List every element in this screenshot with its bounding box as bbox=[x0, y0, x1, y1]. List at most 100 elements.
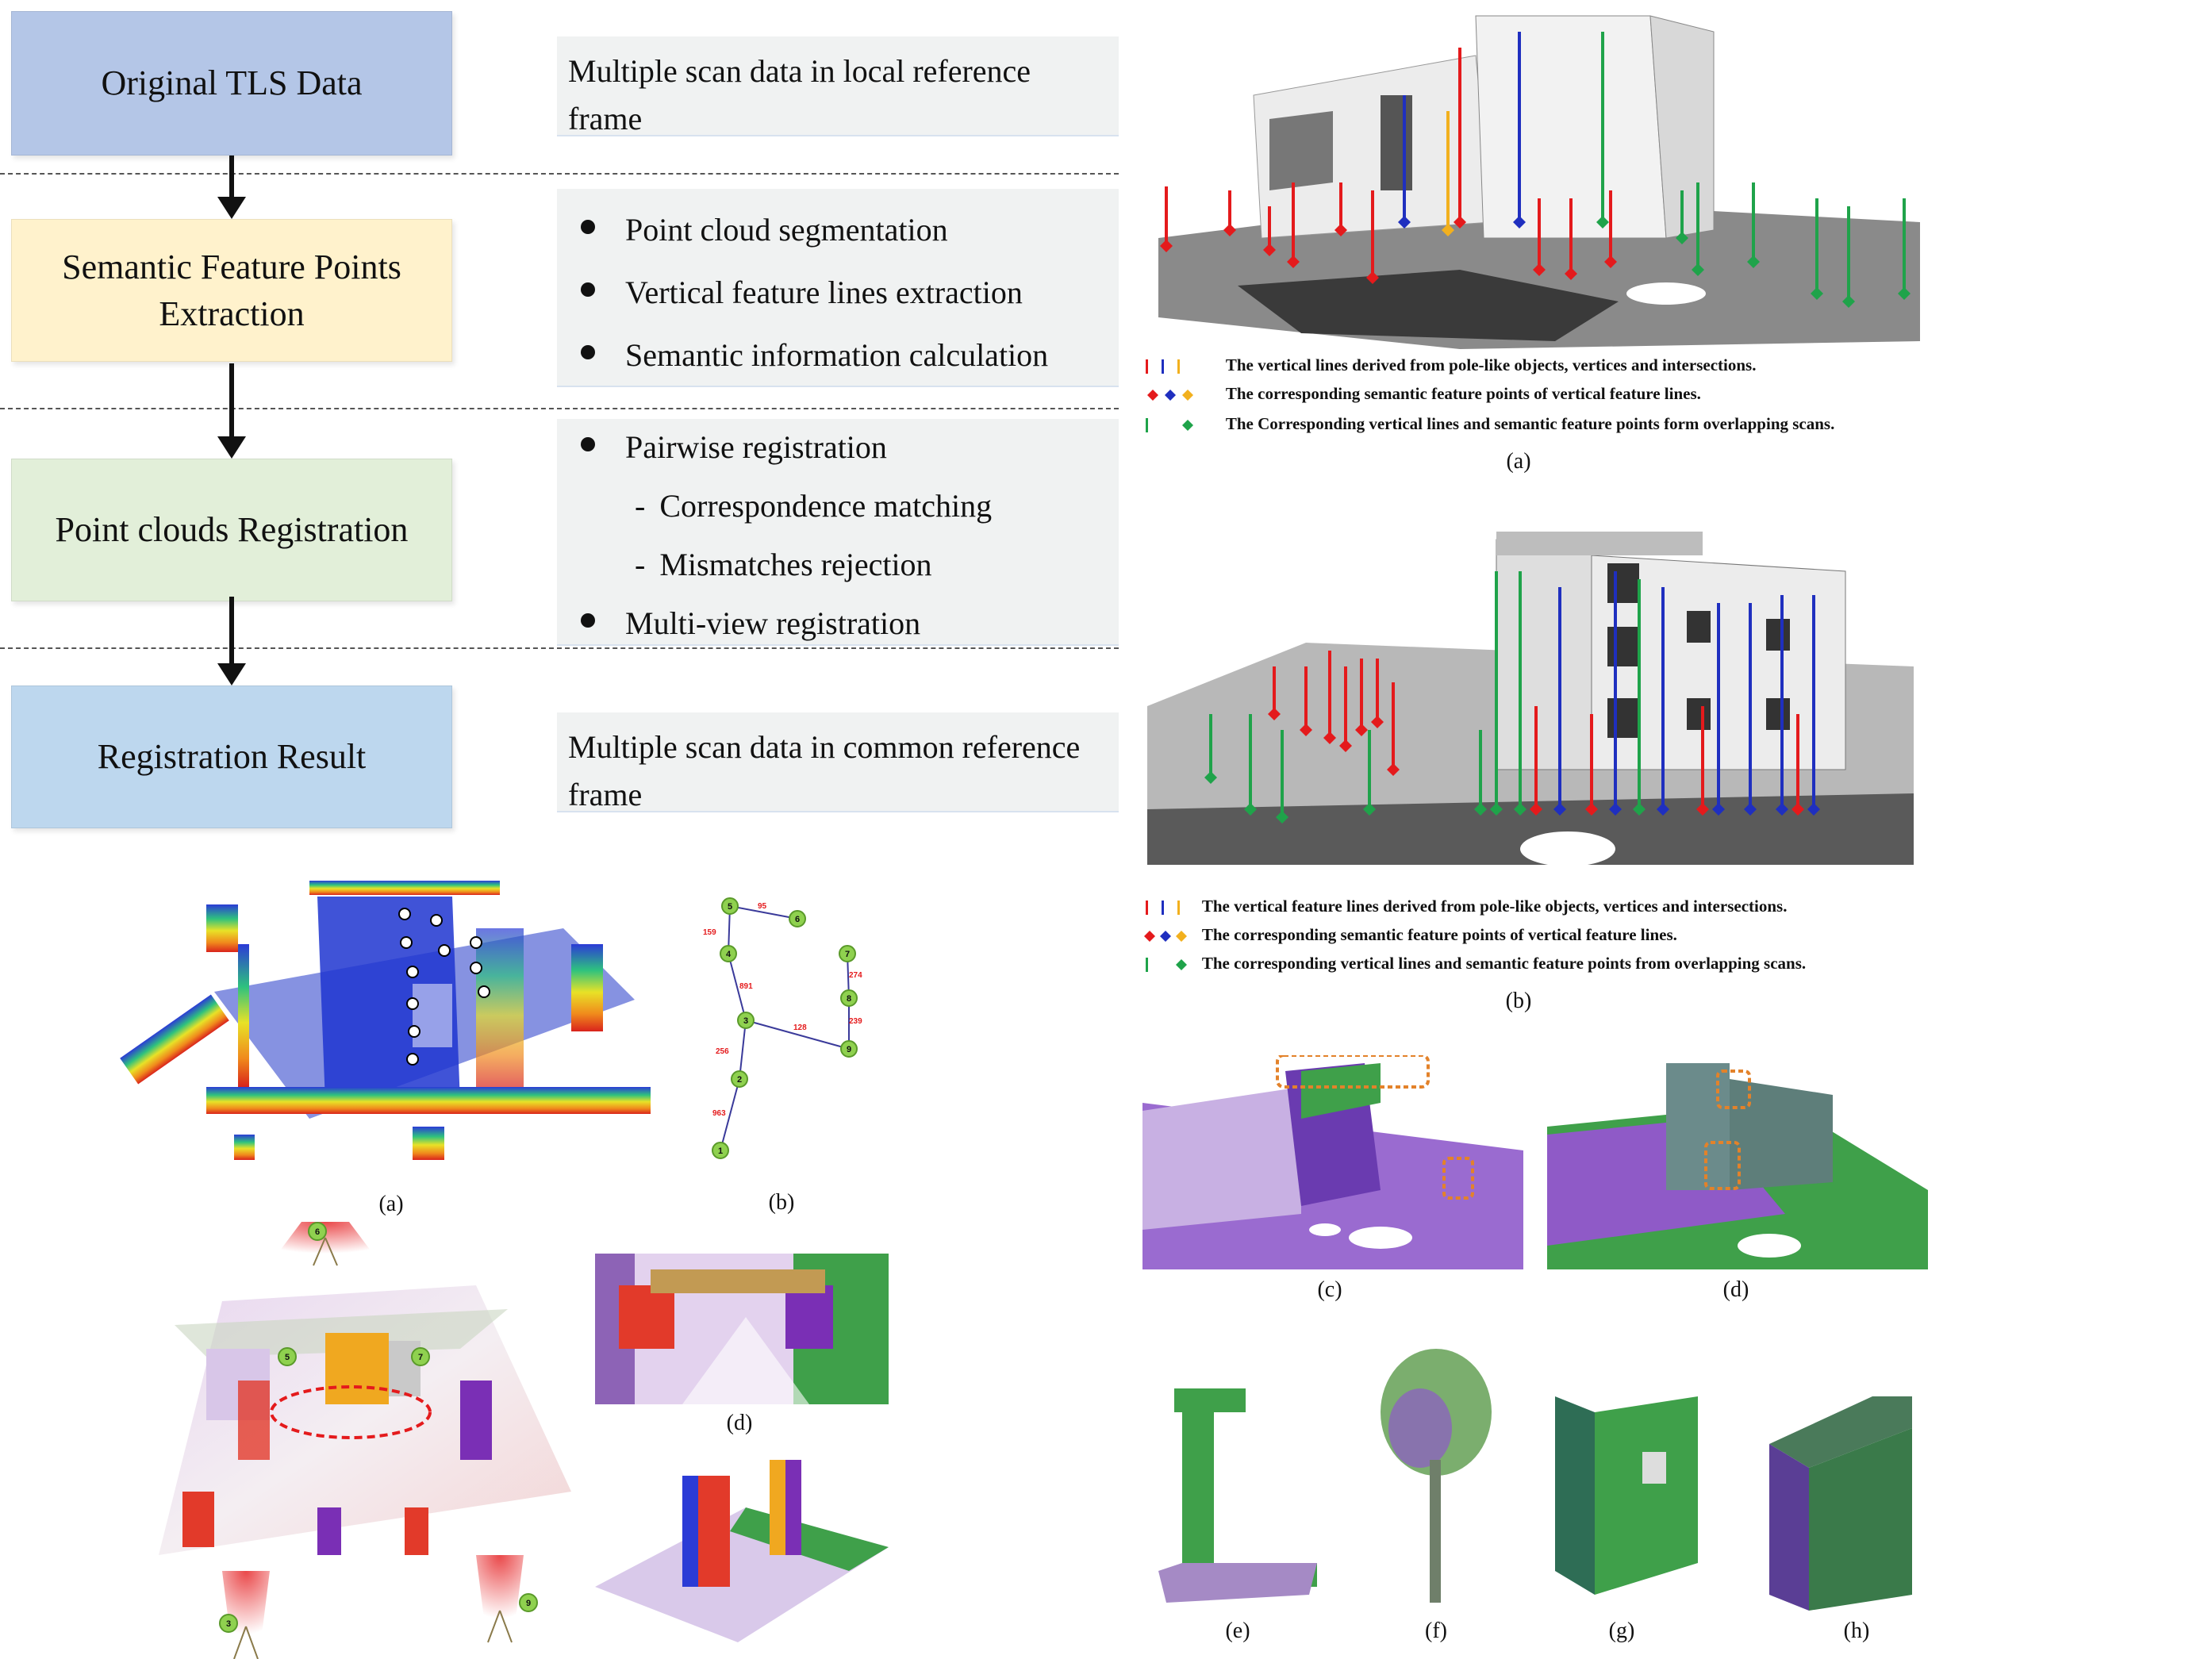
bullet-text: Semantic information calculation bbox=[625, 337, 1049, 373]
object-image-f bbox=[1357, 1333, 1515, 1611]
legend-text: The vertical feature lines derived from … bbox=[1201, 897, 1788, 916]
node-label: 2 bbox=[737, 1075, 742, 1085]
semantic-feature-point bbox=[1811, 287, 1823, 300]
semantic-feature-point bbox=[1366, 271, 1379, 284]
caption-d: (d) bbox=[726, 1411, 753, 1435]
flow-arrow bbox=[217, 363, 246, 459]
semantic-feature-point bbox=[1323, 732, 1336, 744]
semantic-feature-point bbox=[1898, 287, 1911, 300]
colored-courtyard-image bbox=[587, 1238, 897, 1412]
graph-node bbox=[789, 910, 806, 927]
scanner-label: 3 bbox=[226, 1619, 231, 1629]
bullet-text: Vertical feature lines extraction bbox=[625, 275, 1023, 310]
scanner-label: 5 bbox=[285, 1353, 290, 1362]
stage-divider bbox=[0, 647, 1119, 649]
semantic-feature-point bbox=[1513, 216, 1526, 228]
semantic-feature-point bbox=[1454, 216, 1466, 228]
scan-graph-diagram: 95 159 891 274 239 128 256 963 1 2 3 4 5 bbox=[698, 889, 873, 1174]
node-label: 8 bbox=[847, 994, 851, 1004]
semantic-feature-point bbox=[1490, 803, 1503, 816]
semantic-feature-point bbox=[1676, 232, 1688, 244]
semantic-feature-point bbox=[1514, 803, 1527, 816]
semantic-feature-point bbox=[1530, 803, 1542, 816]
stage-label: Registration Result bbox=[97, 737, 367, 777]
description-registration: Pairwise registration - Correspondence ma… bbox=[557, 419, 1119, 646]
semantic-feature-point bbox=[1791, 803, 1804, 816]
edge-label: 239 bbox=[849, 1017, 862, 1026]
legend-text: The corresponding semantic feature point… bbox=[1201, 925, 1677, 944]
stage-label: Original TLS Data bbox=[101, 63, 363, 103]
sub-bullet-item: - Mismatches rejection bbox=[568, 541, 1108, 600]
caption-a: (a) bbox=[1506, 449, 1531, 474]
node-label: 3 bbox=[743, 1016, 748, 1026]
semantic-feature-point bbox=[1585, 803, 1598, 816]
building-feature-lines-image-a bbox=[1142, 0, 1928, 349]
object-image-g bbox=[1547, 1388, 1706, 1603]
caption-h: (h) bbox=[1843, 1619, 1870, 1643]
node-label: 6 bbox=[795, 915, 800, 924]
graph-node bbox=[721, 897, 739, 915]
stage-original-tls-data: Original TLS Data bbox=[11, 11, 452, 156]
semantic-feature-point bbox=[1604, 255, 1617, 268]
graph-node bbox=[731, 1070, 748, 1088]
caption-d: (d) bbox=[1722, 1277, 1749, 1302]
edge-label: 963 bbox=[712, 1109, 726, 1118]
caption-a: (a) bbox=[378, 1192, 404, 1216]
edge-label: 159 bbox=[703, 928, 716, 937]
stage-label: Semantic Feature Points Extraction bbox=[62, 247, 401, 333]
semantic-feature-point bbox=[1204, 771, 1217, 784]
graph-node bbox=[720, 945, 737, 962]
edge-label: 256 bbox=[716, 1047, 729, 1056]
semantic-feature-point bbox=[1807, 803, 1820, 816]
semantic-feature-point bbox=[1565, 267, 1577, 280]
semantic-feature-point bbox=[1371, 716, 1384, 728]
semantic-feature-point bbox=[1223, 224, 1236, 236]
scanner-label: 7 bbox=[418, 1353, 423, 1362]
semantic-feature-point bbox=[1609, 803, 1622, 816]
description-original-data: Multiple scan data in local reference fr… bbox=[557, 36, 1119, 136]
sub-bullet-text: Mismatches rejection bbox=[659, 547, 932, 582]
sub-bullet-text: Correspondence matching bbox=[659, 488, 993, 524]
semantic-feature-point bbox=[1300, 724, 1312, 736]
object-image-h bbox=[1753, 1381, 1912, 1611]
flow-arrow bbox=[217, 156, 246, 219]
caption-b: (b) bbox=[768, 1190, 795, 1215]
stage-semantic-feature-extraction: Semantic Feature Points Extraction bbox=[11, 219, 452, 362]
node-label: 5 bbox=[728, 902, 732, 912]
semantic-feature-point bbox=[1244, 803, 1257, 816]
legend-text: The vertical lines derived from pole-lik… bbox=[1225, 355, 1757, 374]
bullet-text: Point cloud segmentation bbox=[625, 212, 948, 248]
description-text: Multiple scan data in common reference f… bbox=[568, 729, 1081, 812]
bullet-item: Point cloud segmentation bbox=[568, 206, 1108, 269]
semantic-feature-point bbox=[1363, 803, 1376, 816]
semantic-feature-point bbox=[1339, 739, 1352, 752]
registration-result-image-d bbox=[1547, 1055, 1928, 1269]
scanner-label: 9 bbox=[526, 1599, 531, 1608]
sub-bullet-item: - Correspondence matching bbox=[568, 482, 1108, 541]
bullet-text: Pairwise registration bbox=[625, 429, 887, 465]
legend-text: The corresponding semantic feature point… bbox=[1225, 384, 1701, 403]
semantic-feature-point bbox=[1442, 224, 1454, 236]
semantic-feature-point bbox=[1474, 803, 1487, 816]
node-label: 1 bbox=[718, 1146, 723, 1156]
bullet-item: Vertical feature lines extraction bbox=[568, 269, 1108, 332]
semantic-feature-point bbox=[1160, 240, 1173, 252]
vertical-feature-lines-a bbox=[1160, 32, 1911, 308]
stage-divider bbox=[0, 408, 1119, 409]
scanner-label: 6 bbox=[315, 1227, 320, 1237]
description-text: Multiple scan data in local reference fr… bbox=[568, 53, 1031, 136]
caption-f: (f) bbox=[1425, 1619, 1447, 1643]
caption-g: (g) bbox=[1608, 1619, 1635, 1643]
semantic-feature-point bbox=[1712, 803, 1725, 816]
edge-label: 891 bbox=[739, 982, 753, 991]
semantic-feature-point bbox=[1744, 803, 1757, 816]
graph-node bbox=[712, 1142, 729, 1159]
registration-result-image-c bbox=[1142, 1055, 1523, 1269]
edge-label: 95 bbox=[758, 902, 767, 911]
node-label: 4 bbox=[726, 950, 732, 959]
bullet-item: Pairwise registration bbox=[568, 424, 1108, 482]
bullet-item: Multi-view registration bbox=[568, 600, 1108, 659]
semantic-feature-point bbox=[1553, 803, 1566, 816]
object-image-e bbox=[1158, 1381, 1333, 1611]
semantic-feature-point bbox=[1387, 763, 1400, 776]
